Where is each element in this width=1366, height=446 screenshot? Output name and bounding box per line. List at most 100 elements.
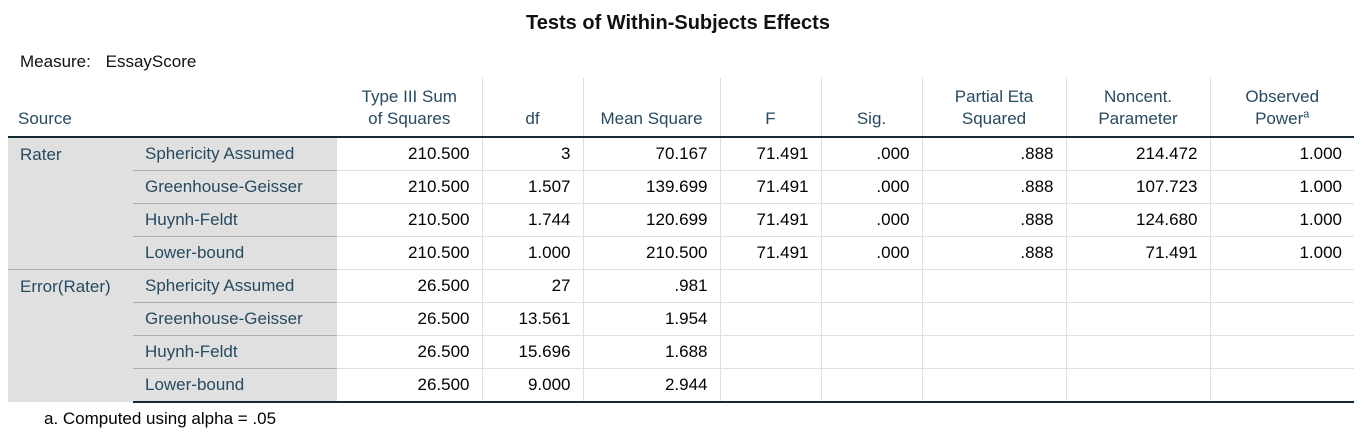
cell-f: 71.491 [719, 203, 821, 237]
row-correction-label: Sphericity Assumed [133, 269, 337, 303]
within-subjects-effects-table: Source Type III Sum of Squares df Mean S… [8, 78, 1354, 403]
cell-sig [820, 269, 922, 303]
header-partial-eta-squared: Partial Eta Squared [921, 78, 1066, 138]
table-row: Lower-bound 26.500 9.000 2.944 [8, 368, 1354, 403]
cell-sum-of-squares: 26.500 [337, 368, 482, 403]
cell-observed-power: 1.000 [1209, 137, 1354, 171]
cell-mean-square: .981 [582, 269, 720, 303]
cell-observed-power [1209, 302, 1354, 336]
header-observed-power: Observed Powera [1209, 78, 1354, 138]
cell-f: 71.491 [719, 170, 821, 204]
header-power-footnote-mark: a [1303, 108, 1310, 121]
cell-mean-square: 139.699 [582, 170, 720, 204]
cell-noncent-parameter: 71.491 [1065, 236, 1210, 270]
cell-noncent-parameter [1065, 269, 1210, 303]
header-sig: Sig. [820, 78, 922, 138]
cell-noncent-parameter: 124.680 [1065, 203, 1210, 237]
header-nc-line2: Parameter [1098, 109, 1178, 128]
cell-partial-eta-squared [921, 269, 1066, 303]
cell-partial-eta-squared [921, 302, 1066, 336]
cell-sig [820, 368, 922, 403]
cell-mean-square: 120.699 [582, 203, 720, 237]
measure-caption: Measure: EssayScore [20, 52, 196, 72]
cell-mean-square: 210.500 [582, 236, 720, 270]
measure-value: EssayScore [105, 52, 197, 71]
cell-observed-power [1209, 269, 1354, 303]
header-nc-line1: Noncent. [1103, 87, 1173, 106]
cell-f [719, 368, 821, 403]
cell-noncent-parameter: 214.472 [1065, 137, 1210, 171]
cell-sum-of-squares: 210.500 [337, 170, 482, 204]
header-eta-line2: Squared [961, 109, 1027, 128]
table-title: Tests of Within-Subjects Effects [526, 12, 830, 34]
cell-sum-of-squares: 210.500 [337, 236, 482, 270]
cell-sum-of-squares: 210.500 [337, 203, 482, 237]
cell-df: 15.696 [481, 335, 583, 369]
header-sum-of-squares: Type III Sum of Squares [337, 78, 482, 138]
header-eta-line1: Partial Eta [954, 87, 1034, 106]
row-correction-label: Huynh-Feldt [133, 335, 337, 369]
cell-f: 71.491 [719, 236, 821, 270]
cell-partial-eta-squared: .888 [921, 203, 1066, 237]
cell-mean-square: 70.167 [582, 137, 720, 171]
cell-f [719, 302, 821, 336]
header-f: F [719, 78, 821, 138]
cell-partial-eta-squared: .888 [921, 137, 1066, 171]
table-row: Error(Rater) Sphericity Assumed 26.500 27.9… [8, 269, 1354, 402]
row-correction-label: Greenhouse-Geisser [133, 170, 337, 204]
cell-sig: .000 [820, 236, 922, 270]
cell-partial-eta-squared [921, 335, 1066, 369]
cell-f [719, 269, 821, 303]
row-source-label: Rater [8, 137, 133, 270]
cell-noncent-parameter [1065, 302, 1210, 336]
header-noncent-parameter: Noncent. Parameter [1065, 78, 1210, 138]
cell-sig: .000 [820, 170, 922, 204]
cell-observed-power [1209, 335, 1354, 369]
table-row: Greenhouse-Geisser 210.500 1.507 139.699 71.… [8, 170, 1354, 204]
cell-df: 3 [481, 137, 583, 171]
cell-observed-power: 1.000 [1209, 170, 1354, 204]
cell-observed-power [1209, 368, 1354, 403]
cell-mean-square: 1.954 [582, 302, 720, 336]
header-row: Source Type III Sum of Squares df Mean S… [8, 78, 1354, 138]
cell-sum-of-squares: 210.500 [408, 144, 470, 163]
header-df: df [481, 78, 583, 138]
cell-partial-eta-squared: .888 [921, 236, 1066, 270]
row-source-label: Error(Rater) [8, 269, 133, 402]
header-df-label: df [525, 109, 540, 128]
cell-observed-power: 1.000 [1209, 236, 1354, 270]
header-f-label: F [765, 109, 776, 128]
header-source: Source [8, 78, 337, 138]
row-correction-label: Huynh-Feldt [133, 203, 337, 237]
cell-sig [820, 335, 922, 369]
table-row: Huynh-Feldt 26.500 15.696 1.688 [8, 335, 1354, 369]
header-ss-line1: Type III Sum [361, 87, 457, 106]
cell-df: 1.507 [481, 170, 583, 204]
cell-sig: .000 [820, 203, 922, 237]
header-source-label: Source [18, 109, 72, 128]
cell-sum-of-squares: 26.500 [337, 302, 482, 336]
table-row: Greenhouse-Geisser 26.500 13.561 1.954 [8, 302, 1354, 336]
row-correction-label: Lower-bound [133, 236, 337, 270]
table-row: Lower-bound 210.500 1.000 210.500 71.491.000… [8, 236, 1354, 270]
cell-noncent-parameter [1065, 368, 1210, 403]
cell-sum-of-squares: 26.500 [337, 335, 482, 369]
cell-mean-square: 2.944 [582, 368, 720, 403]
cell-sig [820, 302, 922, 336]
header-power-line2: Power [1255, 109, 1304, 128]
cell-noncent-parameter: 107.723 [1065, 170, 1210, 204]
cell-sum-of-squares: 26.500 [337, 269, 482, 303]
cell-observed-power: 1.000 [1209, 203, 1354, 237]
cell-noncent-parameter [1065, 335, 1210, 369]
cell-partial-eta-squared [921, 368, 1066, 403]
header-power-line1: Observed [1245, 87, 1320, 106]
cell-df: 13.561 [481, 302, 583, 336]
header-ss-line2: of Squares [368, 109, 451, 128]
table-row: Huynh-Feldt 210.500 1.744 120.699 71.491.000… [8, 203, 1354, 237]
cell-f: 71.491 [719, 137, 821, 171]
table-row: Rater Sphericity Assumed 210.500 3 70.167 71.… [8, 137, 1354, 270]
cell-df: 1.744 [481, 203, 583, 237]
footnote: a. Computed using alpha = .05 [44, 409, 277, 428]
cell-df: 1.000 [481, 236, 583, 270]
measure-label: Measure: [20, 52, 91, 71]
